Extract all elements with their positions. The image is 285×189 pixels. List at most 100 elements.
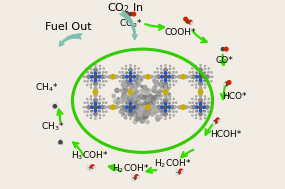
Circle shape bbox=[87, 168, 89, 170]
Circle shape bbox=[199, 105, 202, 109]
Circle shape bbox=[95, 95, 96, 96]
Circle shape bbox=[123, 108, 126, 111]
Circle shape bbox=[125, 96, 127, 97]
Circle shape bbox=[142, 107, 143, 108]
Circle shape bbox=[149, 95, 153, 99]
Circle shape bbox=[122, 102, 123, 103]
Circle shape bbox=[171, 105, 173, 107]
Circle shape bbox=[157, 102, 158, 103]
Circle shape bbox=[140, 94, 143, 97]
Circle shape bbox=[135, 116, 139, 120]
Circle shape bbox=[135, 79, 137, 82]
Circle shape bbox=[90, 114, 92, 116]
Circle shape bbox=[130, 64, 131, 66]
Circle shape bbox=[150, 89, 153, 91]
Circle shape bbox=[169, 102, 170, 104]
Circle shape bbox=[200, 69, 202, 71]
Circle shape bbox=[122, 81, 123, 82]
Circle shape bbox=[161, 110, 162, 112]
Circle shape bbox=[148, 99, 151, 103]
Circle shape bbox=[168, 93, 170, 95]
Circle shape bbox=[209, 106, 210, 108]
Circle shape bbox=[192, 84, 193, 86]
Circle shape bbox=[208, 115, 209, 116]
Circle shape bbox=[204, 87, 206, 88]
Circle shape bbox=[130, 99, 132, 101]
Circle shape bbox=[158, 106, 159, 108]
Circle shape bbox=[127, 109, 131, 113]
Circle shape bbox=[164, 105, 167, 109]
Circle shape bbox=[135, 86, 137, 88]
Circle shape bbox=[208, 71, 209, 73]
Circle shape bbox=[133, 120, 137, 124]
Circle shape bbox=[139, 102, 141, 105]
Circle shape bbox=[149, 98, 151, 100]
Circle shape bbox=[201, 69, 202, 71]
Circle shape bbox=[142, 103, 145, 105]
Circle shape bbox=[185, 75, 188, 78]
Circle shape bbox=[99, 87, 101, 88]
Circle shape bbox=[122, 111, 123, 112]
Circle shape bbox=[116, 101, 119, 105]
Circle shape bbox=[132, 93, 136, 97]
Circle shape bbox=[131, 113, 133, 115]
Circle shape bbox=[176, 174, 178, 175]
Circle shape bbox=[128, 104, 131, 107]
Circle shape bbox=[129, 105, 132, 109]
Circle shape bbox=[129, 113, 133, 117]
Circle shape bbox=[154, 81, 155, 82]
Circle shape bbox=[166, 97, 170, 101]
Circle shape bbox=[123, 75, 125, 77]
Circle shape bbox=[164, 72, 167, 74]
Circle shape bbox=[95, 98, 96, 99]
Circle shape bbox=[90, 84, 92, 85]
Circle shape bbox=[204, 110, 205, 112]
Circle shape bbox=[161, 84, 164, 88]
Circle shape bbox=[93, 69, 95, 71]
Circle shape bbox=[160, 114, 162, 116]
Circle shape bbox=[161, 102, 162, 104]
Circle shape bbox=[165, 83, 167, 85]
Circle shape bbox=[122, 113, 125, 115]
Circle shape bbox=[196, 106, 198, 108]
Circle shape bbox=[94, 83, 97, 86]
Circle shape bbox=[137, 83, 141, 87]
Circle shape bbox=[152, 102, 155, 105]
Circle shape bbox=[125, 84, 127, 85]
Circle shape bbox=[165, 87, 169, 91]
Circle shape bbox=[208, 102, 209, 103]
Circle shape bbox=[99, 72, 100, 74]
Circle shape bbox=[53, 107, 55, 109]
Circle shape bbox=[182, 171, 184, 173]
Circle shape bbox=[99, 110, 100, 112]
Circle shape bbox=[133, 177, 136, 180]
Circle shape bbox=[107, 107, 108, 108]
Circle shape bbox=[143, 97, 146, 100]
Circle shape bbox=[196, 102, 198, 104]
Circle shape bbox=[160, 95, 162, 97]
Circle shape bbox=[119, 81, 120, 82]
Circle shape bbox=[135, 65, 136, 67]
Circle shape bbox=[139, 105, 142, 108]
Circle shape bbox=[132, 179, 134, 181]
Circle shape bbox=[131, 113, 133, 115]
Circle shape bbox=[120, 75, 123, 78]
Circle shape bbox=[212, 76, 213, 77]
Text: H$_2$COH*: H$_2$COH* bbox=[112, 163, 149, 175]
Circle shape bbox=[165, 113, 167, 115]
Circle shape bbox=[199, 113, 201, 115]
Circle shape bbox=[141, 85, 143, 88]
Circle shape bbox=[94, 98, 97, 101]
Circle shape bbox=[139, 96, 142, 99]
Circle shape bbox=[201, 83, 202, 84]
Circle shape bbox=[130, 118, 131, 119]
Circle shape bbox=[154, 102, 155, 103]
Circle shape bbox=[136, 116, 139, 119]
Circle shape bbox=[142, 104, 146, 107]
Circle shape bbox=[103, 68, 104, 69]
Circle shape bbox=[134, 80, 135, 82]
Circle shape bbox=[52, 104, 54, 106]
Circle shape bbox=[211, 102, 212, 103]
Circle shape bbox=[188, 107, 190, 108]
Circle shape bbox=[95, 69, 97, 71]
